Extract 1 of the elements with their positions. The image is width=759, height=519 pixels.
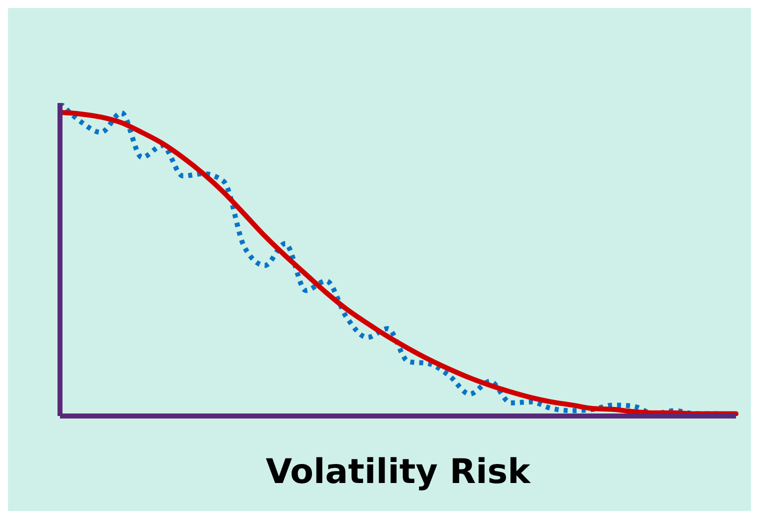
x-axis-title: Volatility Risk [266, 452, 532, 492]
